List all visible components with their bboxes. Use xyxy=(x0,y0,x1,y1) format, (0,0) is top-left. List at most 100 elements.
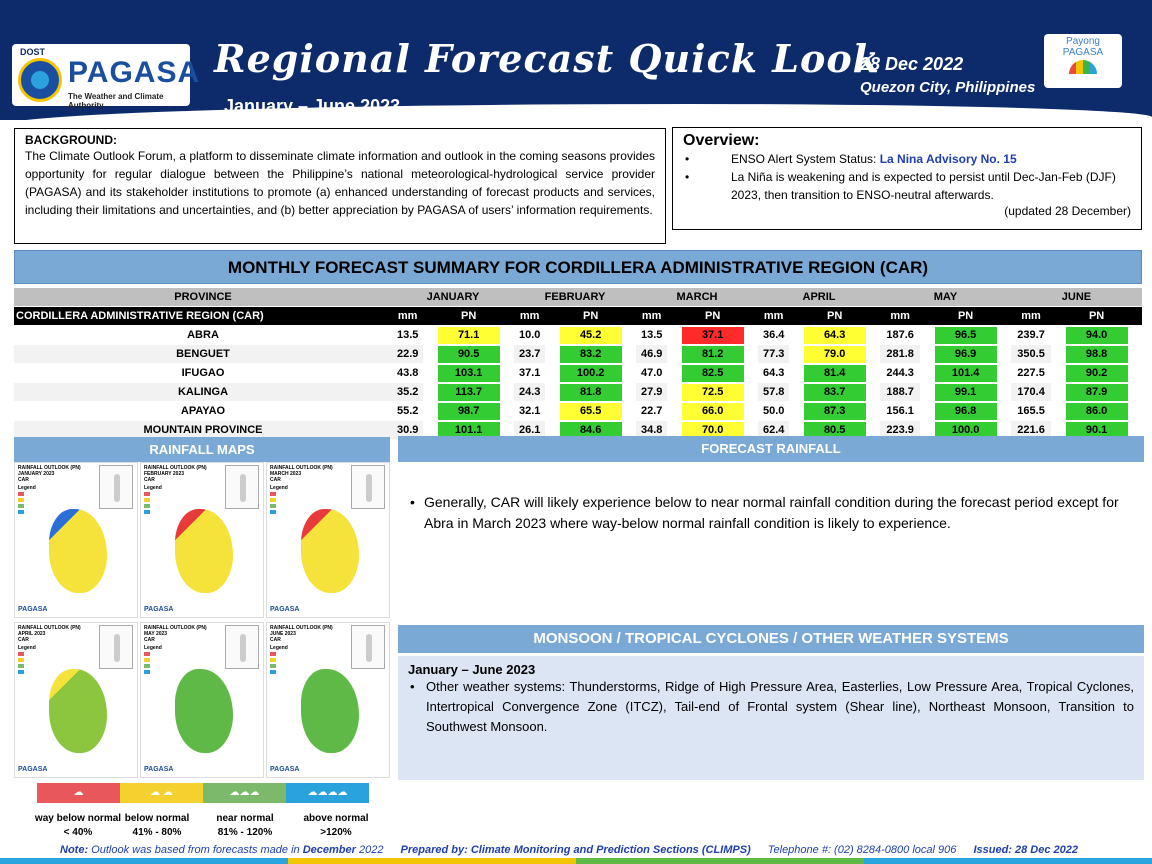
percent-normal: 98.8 xyxy=(1051,345,1142,363)
monsoon-text: Other weather systems: Thunderstorms, Ri… xyxy=(408,677,1134,737)
percent-normal: 81.8 xyxy=(545,383,636,401)
forecast-summary-table: PROVINCE JANUARY FEBRUARY MARCH APRIL MA… xyxy=(14,287,1142,440)
car-region-shape xyxy=(175,669,233,753)
umbrella-icon xyxy=(1069,60,1097,74)
rainfall-maps-panel: RAINFALL OUTLOOK (PN) JANUARY 2023 CAR Lege… xyxy=(14,462,390,780)
map-title: RAINFALL OUTLOOK (PN) JANUARY 2023 CAR xyxy=(18,465,81,483)
rainfall-mm: 34.8 xyxy=(636,421,668,439)
forecast-rainfall-text: Generally, CAR will likely experience be… xyxy=(410,492,1134,534)
car-region-shape xyxy=(175,509,233,593)
rainfall-mm: 187.6 xyxy=(886,329,914,341)
percent-normal-value: 80.5 xyxy=(803,421,866,439)
rainfall-mm: 227.5 xyxy=(1017,367,1045,379)
map-pagasa-logo: PAGASA xyxy=(144,606,174,613)
percent-normal-value: 45.2 xyxy=(559,326,622,344)
percent-normal-value: 72.5 xyxy=(681,383,744,401)
map-legend: Legend xyxy=(18,645,36,675)
table-body: CORDILLERA ADMINISTRATIVE REGION (CAR) m… xyxy=(14,307,1142,439)
percent-normal-value: 96.9 xyxy=(934,345,997,363)
rainfall-map: RAINFALL OUTLOOK (PN) MARCH 2023 CAR Legend… xyxy=(266,462,390,618)
payong-pagasa-logo: Payong PAGASA xyxy=(1044,34,1122,88)
col-pn: PN xyxy=(920,307,1011,325)
legend-above-label: above normal >120% xyxy=(303,813,369,838)
overview-box: Overview: ENSO Alert System Status: La N… xyxy=(672,127,1142,230)
monsoon-period: January – June 2023 xyxy=(408,662,536,677)
rainfall-mm: 30.9 xyxy=(392,421,424,439)
map-legend: Legend xyxy=(18,485,36,515)
rainfall-mm: 47.0 xyxy=(640,367,663,379)
legend-below-label: below normal 41% - 80% xyxy=(124,813,190,838)
legend-above-swatch: ☁☁☁☁ xyxy=(286,783,369,803)
rainfall-mm: 24.3 xyxy=(514,383,546,401)
percent-normal-value: 96.8 xyxy=(934,402,997,420)
rainfall-mm: 13.5 xyxy=(640,329,663,341)
col-mm: mm xyxy=(636,307,668,325)
table-subheader-row: CORDILLERA ADMINISTRATIVE REGION (CAR) m… xyxy=(14,307,1142,325)
percent-normal: 101.1 xyxy=(423,421,514,439)
map-pagasa-logo: PAGASA xyxy=(18,606,48,613)
pagasa-logo: DOST PAGASA The Weather and Climate Auth… xyxy=(12,44,199,110)
table-row: ABRA 13.5 71.1 10.0 45.2 13.5 37.1 36.4 64.3 187.… xyxy=(14,326,1142,344)
map-pagasa-logo: PAGASA xyxy=(270,766,300,773)
percent-normal-value: 81.4 xyxy=(803,364,866,382)
percent-normal-value: 79.0 xyxy=(803,345,866,363)
header-wave xyxy=(0,104,1152,126)
rainfall-mm: 37.1 xyxy=(518,367,541,379)
percent-normal: 103.1 xyxy=(423,364,514,382)
logo-tagline: The Weather and Climate Authority xyxy=(68,92,164,110)
car-region-shape xyxy=(301,669,359,753)
map-title: RAINFALL OUTLOOK (PN) MAY 2023 CAR xyxy=(144,625,207,643)
car-region-shape xyxy=(301,509,359,593)
percent-normal: 113.7 xyxy=(423,383,514,401)
header-banner xyxy=(0,0,1152,120)
province-name: KALINGA xyxy=(14,383,392,401)
percent-normal: 87.9 xyxy=(1051,383,1142,401)
percent-normal: 99.1 xyxy=(920,383,1011,401)
rainfall-mm: 10.0 xyxy=(518,329,541,341)
rainfall-mm: 188.7 xyxy=(880,383,921,401)
table-row: KALINGA 35.2 113.7 24.3 81.8 27.9 72.5 57.8 83.7… xyxy=(14,383,1142,401)
rainfall-mm: 13.5 xyxy=(396,329,419,341)
percent-normal: 101.4 xyxy=(920,364,1011,382)
rainfall-mm: 350.5 xyxy=(1010,345,1052,363)
rainfall-mm: 50.0 xyxy=(762,405,785,417)
rainfall-mm: 23.7 xyxy=(514,345,546,363)
percent-normal-value: 71.1 xyxy=(437,326,500,344)
month-header: MAY xyxy=(880,288,1011,306)
percent-normal-value: 99.1 xyxy=(934,383,997,401)
rainfall-map: RAINFALL OUTLOOK (PN) JUNE 2023 CAR Legend P… xyxy=(266,622,390,778)
region-label: CORDILLERA ADMINISTRATIVE REGION (CAR) xyxy=(14,307,392,325)
col-pn: PN xyxy=(667,307,758,325)
percent-normal-value: 87.9 xyxy=(1065,383,1128,401)
map-title: RAINFALL OUTLOOK (PN) APRIL 2023 CAR xyxy=(18,625,81,643)
footer-telephone: Telephone #: (02) 8284-0800 local 906 xyxy=(767,844,957,856)
background-text: The Climate Outlook Forum, a platform to… xyxy=(25,149,655,217)
month-header: MARCH xyxy=(636,288,758,306)
car-region-shape xyxy=(49,669,107,753)
rainfall-mm: 62.4 xyxy=(758,421,790,439)
location-minimap xyxy=(351,465,385,509)
province-name: ABRA xyxy=(187,329,219,341)
monsoon-heading: MONSOON / TROPICAL CYCLONES / OTHER WEAT… xyxy=(398,625,1144,653)
footer-issued: Issued: 28 Dec 2022 xyxy=(973,844,1079,856)
la-nina-advisory-link[interactable]: La Nina Advisory No. 15 xyxy=(879,152,1017,166)
col-mm: mm xyxy=(514,307,546,325)
rainfall-mm: 223.9 xyxy=(880,421,921,439)
percent-normal: 65.5 xyxy=(545,402,636,420)
map-title: RAINFALL OUTLOOK (PN) MARCH 2023 CAR xyxy=(270,465,333,483)
location-minimap xyxy=(99,465,133,509)
month-header: APRIL xyxy=(758,288,880,306)
col-mm: mm xyxy=(392,307,424,325)
footer-note-month: December xyxy=(302,844,356,856)
month-header: JUNE xyxy=(1010,288,1142,306)
percent-normal-value: 90.5 xyxy=(437,345,500,363)
col-pn: PN xyxy=(423,307,514,325)
percent-normal-value: 66.0 xyxy=(681,402,744,420)
percent-normal-value: 81.2 xyxy=(681,345,744,363)
province-header: PROVINCE xyxy=(14,288,392,306)
rainfall-mm: 36.4 xyxy=(762,329,785,341)
issue-place: Quezon City, Philippines xyxy=(860,79,1036,96)
percent-normal-value: 84.6 xyxy=(559,421,622,439)
location-minimap xyxy=(99,625,133,669)
percent-normal: 100.0 xyxy=(920,421,1011,439)
